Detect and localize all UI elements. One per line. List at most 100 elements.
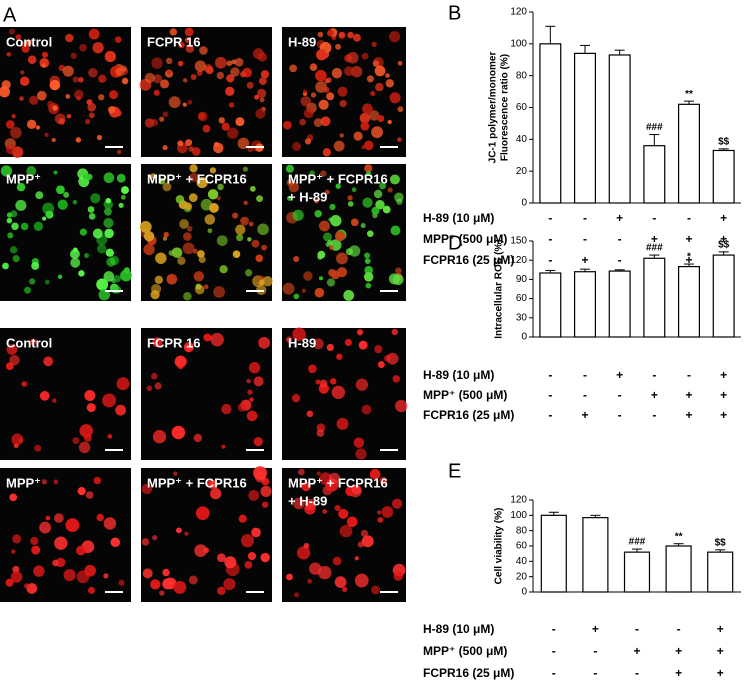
treatment-sign: +	[685, 388, 692, 402]
treatment-sign: -	[548, 211, 552, 225]
cell	[188, 193, 198, 203]
cell	[152, 430, 167, 444]
treatment-sign: +	[675, 644, 682, 658]
cell	[70, 52, 77, 59]
cell	[377, 510, 382, 515]
cell	[79, 228, 87, 236]
micrograph: H-89	[282, 327, 408, 460]
cell	[72, 76, 79, 83]
bar	[582, 517, 609, 593]
treatment-sign: -	[583, 232, 587, 246]
cell	[154, 275, 164, 284]
cell	[320, 116, 331, 127]
cell	[322, 148, 332, 157]
cell	[331, 67, 343, 79]
panel-letter: A	[3, 4, 17, 26]
cell	[16, 182, 26, 192]
cell	[168, 96, 181, 109]
cell	[121, 77, 129, 85]
cell	[78, 270, 85, 277]
y-tick-label: 60	[516, 102, 528, 113]
significance-label: $$	[715, 537, 727, 548]
cell	[188, 146, 195, 152]
cell	[20, 222, 29, 231]
cell	[248, 221, 254, 227]
cell	[35, 191, 44, 200]
panel-letter: B	[448, 2, 461, 24]
image-label: MPP⁺ + FCPR16	[147, 171, 247, 186]
cell	[319, 379, 328, 388]
cell	[224, 556, 237, 569]
cell	[96, 134, 103, 141]
cell	[251, 239, 260, 248]
cell	[235, 224, 246, 235]
cell	[53, 170, 58, 175]
cell	[387, 187, 393, 193]
treatment-sign: +	[720, 408, 727, 422]
cell	[364, 265, 374, 275]
cell	[355, 378, 369, 391]
cell	[320, 170, 327, 177]
cell	[213, 286, 226, 298]
cell	[34, 444, 42, 452]
cell	[29, 95, 39, 105]
micrograph: H-89	[282, 27, 406, 157]
cell	[84, 253, 90, 259]
cell	[66, 113, 72, 119]
cell	[25, 39, 32, 46]
cell	[361, 52, 369, 60]
cell	[182, 102, 187, 107]
cell	[301, 288, 306, 293]
cell	[183, 342, 194, 353]
cell	[54, 536, 68, 550]
cell	[113, 275, 121, 283]
cell	[204, 214, 216, 225]
cell	[150, 579, 161, 590]
cell	[120, 194, 126, 200]
cell	[318, 276, 324, 281]
cell	[253, 437, 263, 447]
cell	[72, 437, 80, 445]
cell	[293, 497, 305, 510]
cell	[182, 242, 195, 255]
cell	[185, 44, 194, 53]
image-label: + H-89	[288, 493, 327, 508]
cell	[388, 273, 400, 285]
cell	[11, 549, 16, 554]
image-label: MPP⁺	[6, 475, 41, 490]
image-label: MPP⁺ + FCPR16	[288, 475, 388, 490]
cell	[374, 65, 386, 77]
bar	[623, 551, 651, 593]
cell	[397, 137, 402, 142]
cell	[88, 112, 95, 119]
cell	[12, 534, 22, 544]
cell	[120, 65, 128, 72]
cell	[234, 57, 244, 67]
cell	[354, 573, 369, 588]
cell	[302, 89, 308, 94]
cell	[372, 60, 380, 67]
cell	[173, 471, 178, 476]
cell	[191, 147, 201, 156]
cell	[123, 267, 130, 274]
cell	[332, 556, 342, 566]
bar	[573, 52, 596, 204]
bar	[540, 514, 567, 593]
cell	[292, 209, 304, 221]
cell	[141, 538, 150, 546]
cell	[194, 60, 207, 72]
cell	[70, 249, 80, 259]
cell	[116, 377, 130, 391]
cell	[356, 329, 364, 336]
cell	[303, 108, 314, 119]
cell	[183, 291, 192, 301]
cell	[342, 586, 348, 592]
cell	[21, 381, 28, 387]
cell	[73, 247, 78, 252]
bar	[712, 254, 735, 338]
treatment-sign: +	[720, 368, 727, 382]
bar	[539, 272, 562, 338]
cell	[92, 228, 103, 239]
cell	[45, 515, 51, 521]
cell	[150, 173, 156, 179]
